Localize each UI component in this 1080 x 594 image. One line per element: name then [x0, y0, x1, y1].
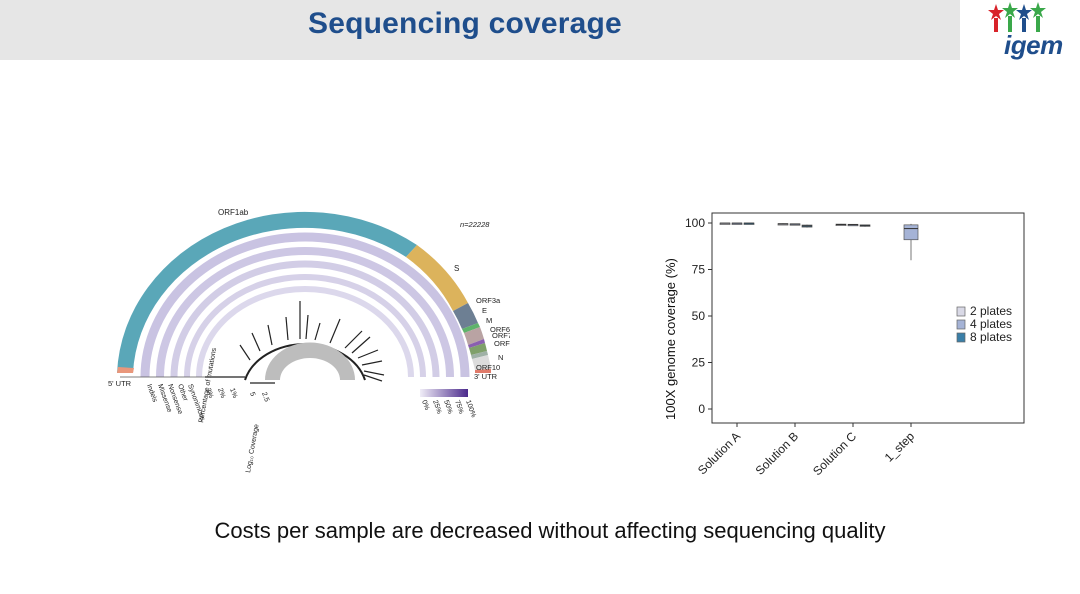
- title-band: [0, 0, 960, 60]
- box-8-plates: [859, 224, 871, 227]
- label-e: E: [482, 306, 487, 315]
- box-body: [903, 224, 919, 241]
- coverage-area: [265, 342, 355, 380]
- label-n: N: [498, 353, 503, 362]
- mutation-percentage-spikes: [239, 301, 385, 382]
- label-orf1ab: ORF1ab: [218, 208, 249, 217]
- legend-tick-50: 50%: [442, 399, 453, 415]
- n-ring: [472, 355, 491, 370]
- y-tick-label: 50: [692, 309, 706, 323]
- utr3-ring: [475, 369, 492, 373]
- x-tick-label: Solution C: [810, 429, 859, 478]
- logo-text: igem: [1004, 30, 1063, 60]
- pct-tick-1: 1%: [228, 387, 238, 399]
- legend-label: 4 plates: [970, 317, 1012, 331]
- legend-swatch: [956, 332, 966, 343]
- track-missense: [156, 247, 454, 378]
- track-nonsense: [170, 260, 440, 378]
- page-title: Sequencing coverage: [308, 7, 622, 40]
- x-ticks: Solution A Solution B Solution C 1_step: [695, 423, 917, 478]
- boxes: [719, 222, 919, 261]
- box-8-plates: [801, 224, 813, 228]
- track-synonimous: [196, 286, 414, 378]
- label-orf6: ORF6: [490, 325, 510, 334]
- cov-axis-label: Log₁₀ Coverage: [245, 424, 260, 474]
- legend-label: 8 plates: [970, 330, 1012, 344]
- track-other: [184, 274, 426, 378]
- legend-tick-75: 75%: [453, 399, 464, 415]
- orf3a-ring: [453, 303, 478, 329]
- m-ring: [464, 327, 484, 345]
- legend-label: 2 plates: [970, 304, 1012, 318]
- e-ring: [462, 323, 480, 333]
- x-tick-label: Solution B: [753, 429, 802, 478]
- y-tick-label: 0: [698, 402, 705, 416]
- label-s: S: [454, 264, 459, 273]
- box-4-plates: [731, 222, 743, 225]
- orf1ab-ring: [117, 211, 417, 373]
- legend-gradient: [420, 389, 468, 397]
- legend-swatch: [956, 319, 966, 330]
- label-orf8: ORF8: [494, 339, 510, 348]
- y-tick-label: 75: [692, 263, 706, 277]
- orf8-ring: [471, 351, 488, 359]
- orf7ab-ring: [469, 343, 487, 355]
- label-n-count: n=22228: [460, 220, 490, 229]
- y-axis-label: 100X genome coverage (%): [663, 258, 678, 420]
- boxplot-figure: 100X genome coverage (%) 0 25 50 75 100 Solu…: [655, 205, 1035, 495]
- label-indels: Indels: [145, 383, 158, 403]
- orf6-ring: [468, 339, 485, 348]
- slide-caption: Costs per sample are decreased without a…: [214, 518, 886, 543]
- legend-tick-100: 100%: [464, 399, 477, 418]
- box-4-plates: [903, 223, 919, 261]
- legend-swatch: [956, 306, 966, 317]
- box-8-plates: [743, 222, 755, 225]
- pct-tick-2: 2%: [216, 387, 226, 399]
- label-utr5: 5' UTR: [108, 379, 132, 388]
- y-tick-label: 100: [685, 216, 705, 230]
- label-orf10: ORF10: [476, 363, 500, 372]
- logo-stars-icon: [988, 2, 1046, 32]
- label-utr3: 3' UTR: [474, 372, 498, 381]
- box-4-plates: [847, 223, 859, 227]
- s-ring: [406, 245, 468, 311]
- track-indels: [140, 232, 470, 378]
- label-orf7ab: ORF7ab: [492, 331, 510, 340]
- plot-panel: [711, 212, 1025, 424]
- label-m: M: [486, 316, 492, 325]
- y-ticks: 0 25 50 75 100: [685, 216, 712, 416]
- circos-svg: ORF1ab n=22228 S ORF3a E M ORF6 ORF7ab O…: [108, 208, 520, 474]
- box-2-plates: [719, 222, 731, 225]
- label-orf3a: ORF3a: [476, 296, 501, 305]
- igem-logo: igem: [978, 0, 1080, 64]
- x-tick-label: Solution A: [695, 429, 743, 477]
- x-tick-label: 1_step: [882, 429, 918, 465]
- cov-tick-25: 2.5: [260, 391, 270, 403]
- box-2-plates: [777, 223, 789, 226]
- utr5-ring: [117, 367, 134, 373]
- circos-figure: ORF1ab n=22228 S ORF3a E M ORF6 ORF7ab O…: [100, 205, 520, 480]
- pct-tick-3: 3%: [204, 387, 214, 399]
- box-4-plates: [789, 223, 801, 226]
- legend-tick-0: 0%: [420, 399, 430, 411]
- box-2-plates: [835, 223, 847, 226]
- boxplot-svg: 100X genome coverage (%) 0 25 50 75 100 Solu…: [663, 212, 1025, 478]
- legend-tick-25: 25%: [431, 399, 442, 415]
- y-tick-label: 25: [692, 356, 706, 370]
- cov-tick-5: 5: [248, 391, 256, 397]
